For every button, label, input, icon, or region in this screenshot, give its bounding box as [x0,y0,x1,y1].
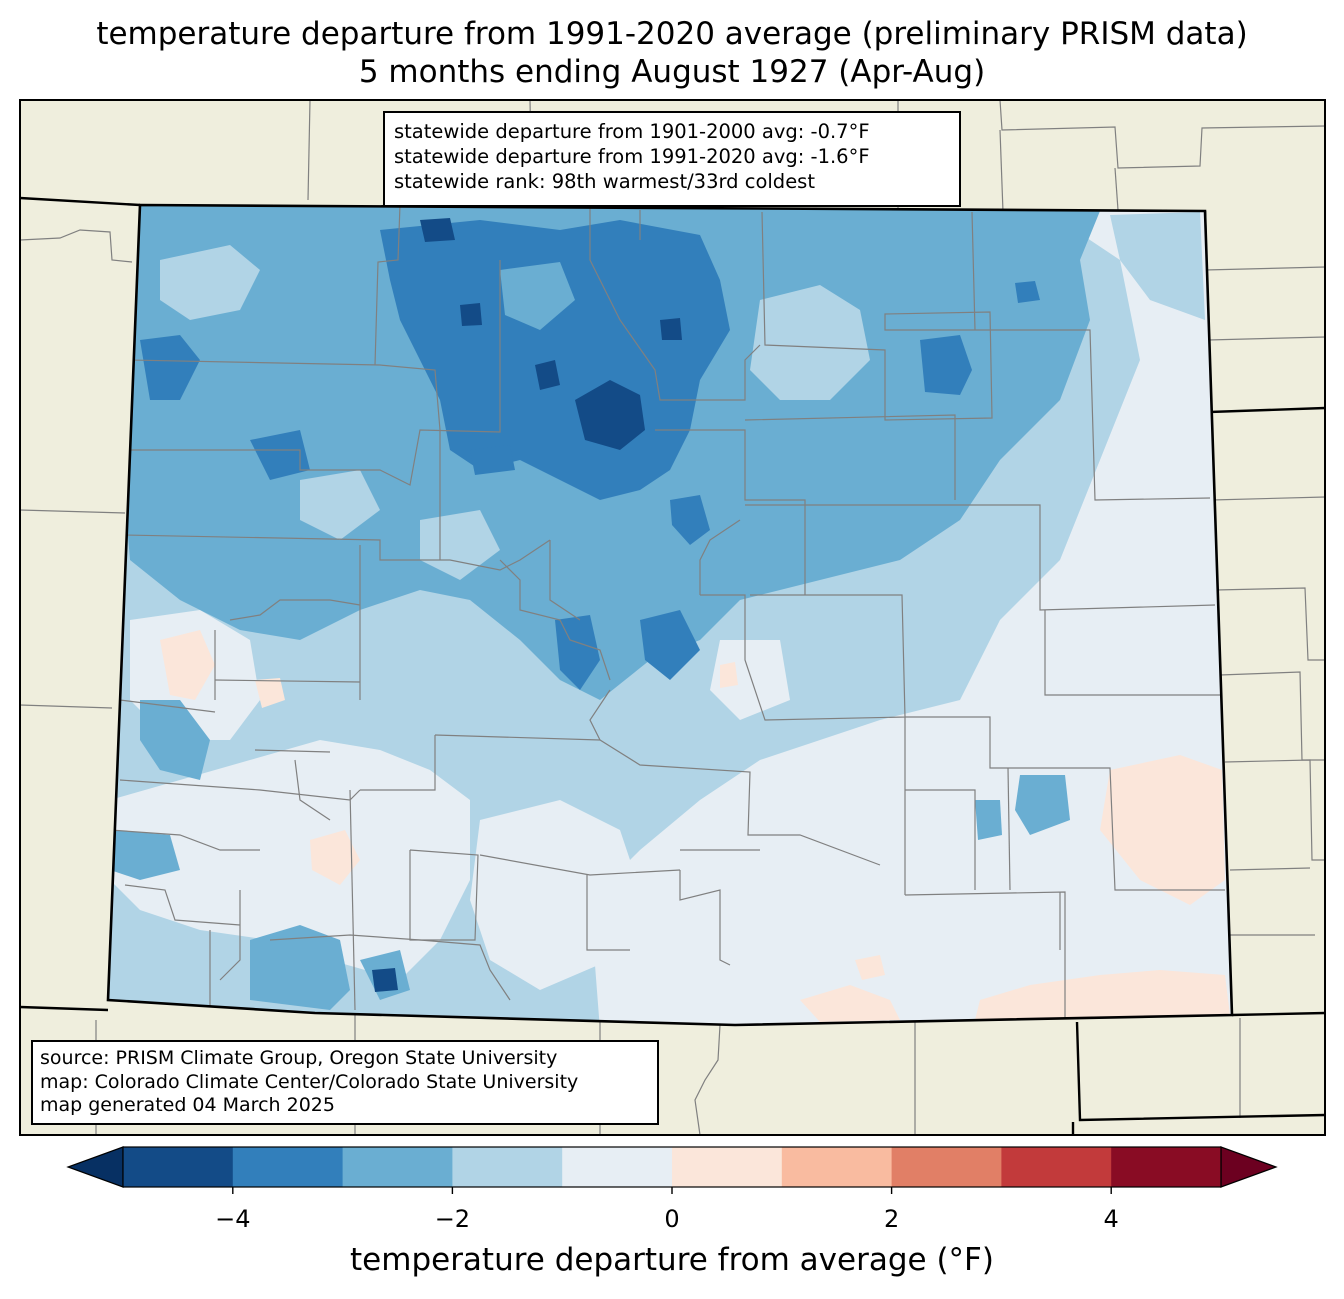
colorbar-segment [452,1147,563,1187]
colorbar-segment [1001,1147,1112,1187]
colorbar-segment [342,1147,453,1187]
colorbar-segment [672,1147,783,1187]
colorbar-tick-label: 0 [664,1205,680,1233]
title-line-1: temperature departure from 1991-2020 ave… [96,16,1248,52]
colorbar-tick-label: −2 [434,1205,471,1233]
county-lines [109,205,1225,1020]
colorbar-segment [562,1147,673,1187]
title-line-2: 5 months ending August 1927 (Apr-Aug) [358,54,986,90]
colorbar-segment [123,1147,234,1187]
colorbar-tick-label: 4 [1103,1205,1119,1233]
credit-generated: map generated 04 March 2025 [40,1094,335,1116]
colorbar-segment [781,1147,893,1187]
colorbar-tick-label: −4 [215,1205,251,1233]
temperature-field [108,205,1232,1025]
credit-source: source: PRISM Climate Group, Oregon Stat… [40,1047,558,1069]
stats-departure-1991-2020: statewide departure from 1991-2020 avg: … [394,145,870,168]
colorbar-label: temperature departure from average (°F) [350,1242,994,1278]
colorbar-segment [232,1147,344,1187]
stats-rank: statewide rank: 98th warmest/33rd coldes… [394,170,815,193]
colorbar-under-extension [66,1146,124,1188]
stats-departure-1901-2000: statewide departure from 1901-2000 avg: … [394,120,870,143]
colorado-border [106,203,1234,1027]
colorbar-over-extension [1220,1146,1278,1188]
colorbar-tick-label: 2 [883,1205,900,1233]
colorbar-segment [1111,1147,1222,1187]
credit-map: map: Colorado Climate Center/Colorado St… [40,1070,579,1093]
statewide-stats-box: statewide departure from 1901-2000 avg: … [383,111,961,207]
colorbar [66,1146,1278,1194]
map-frame [19,99,1326,1136]
colorbar-segment [891,1147,1002,1187]
credits-box: source: PRISM Climate Group, Oregon Stat… [31,1040,659,1125]
